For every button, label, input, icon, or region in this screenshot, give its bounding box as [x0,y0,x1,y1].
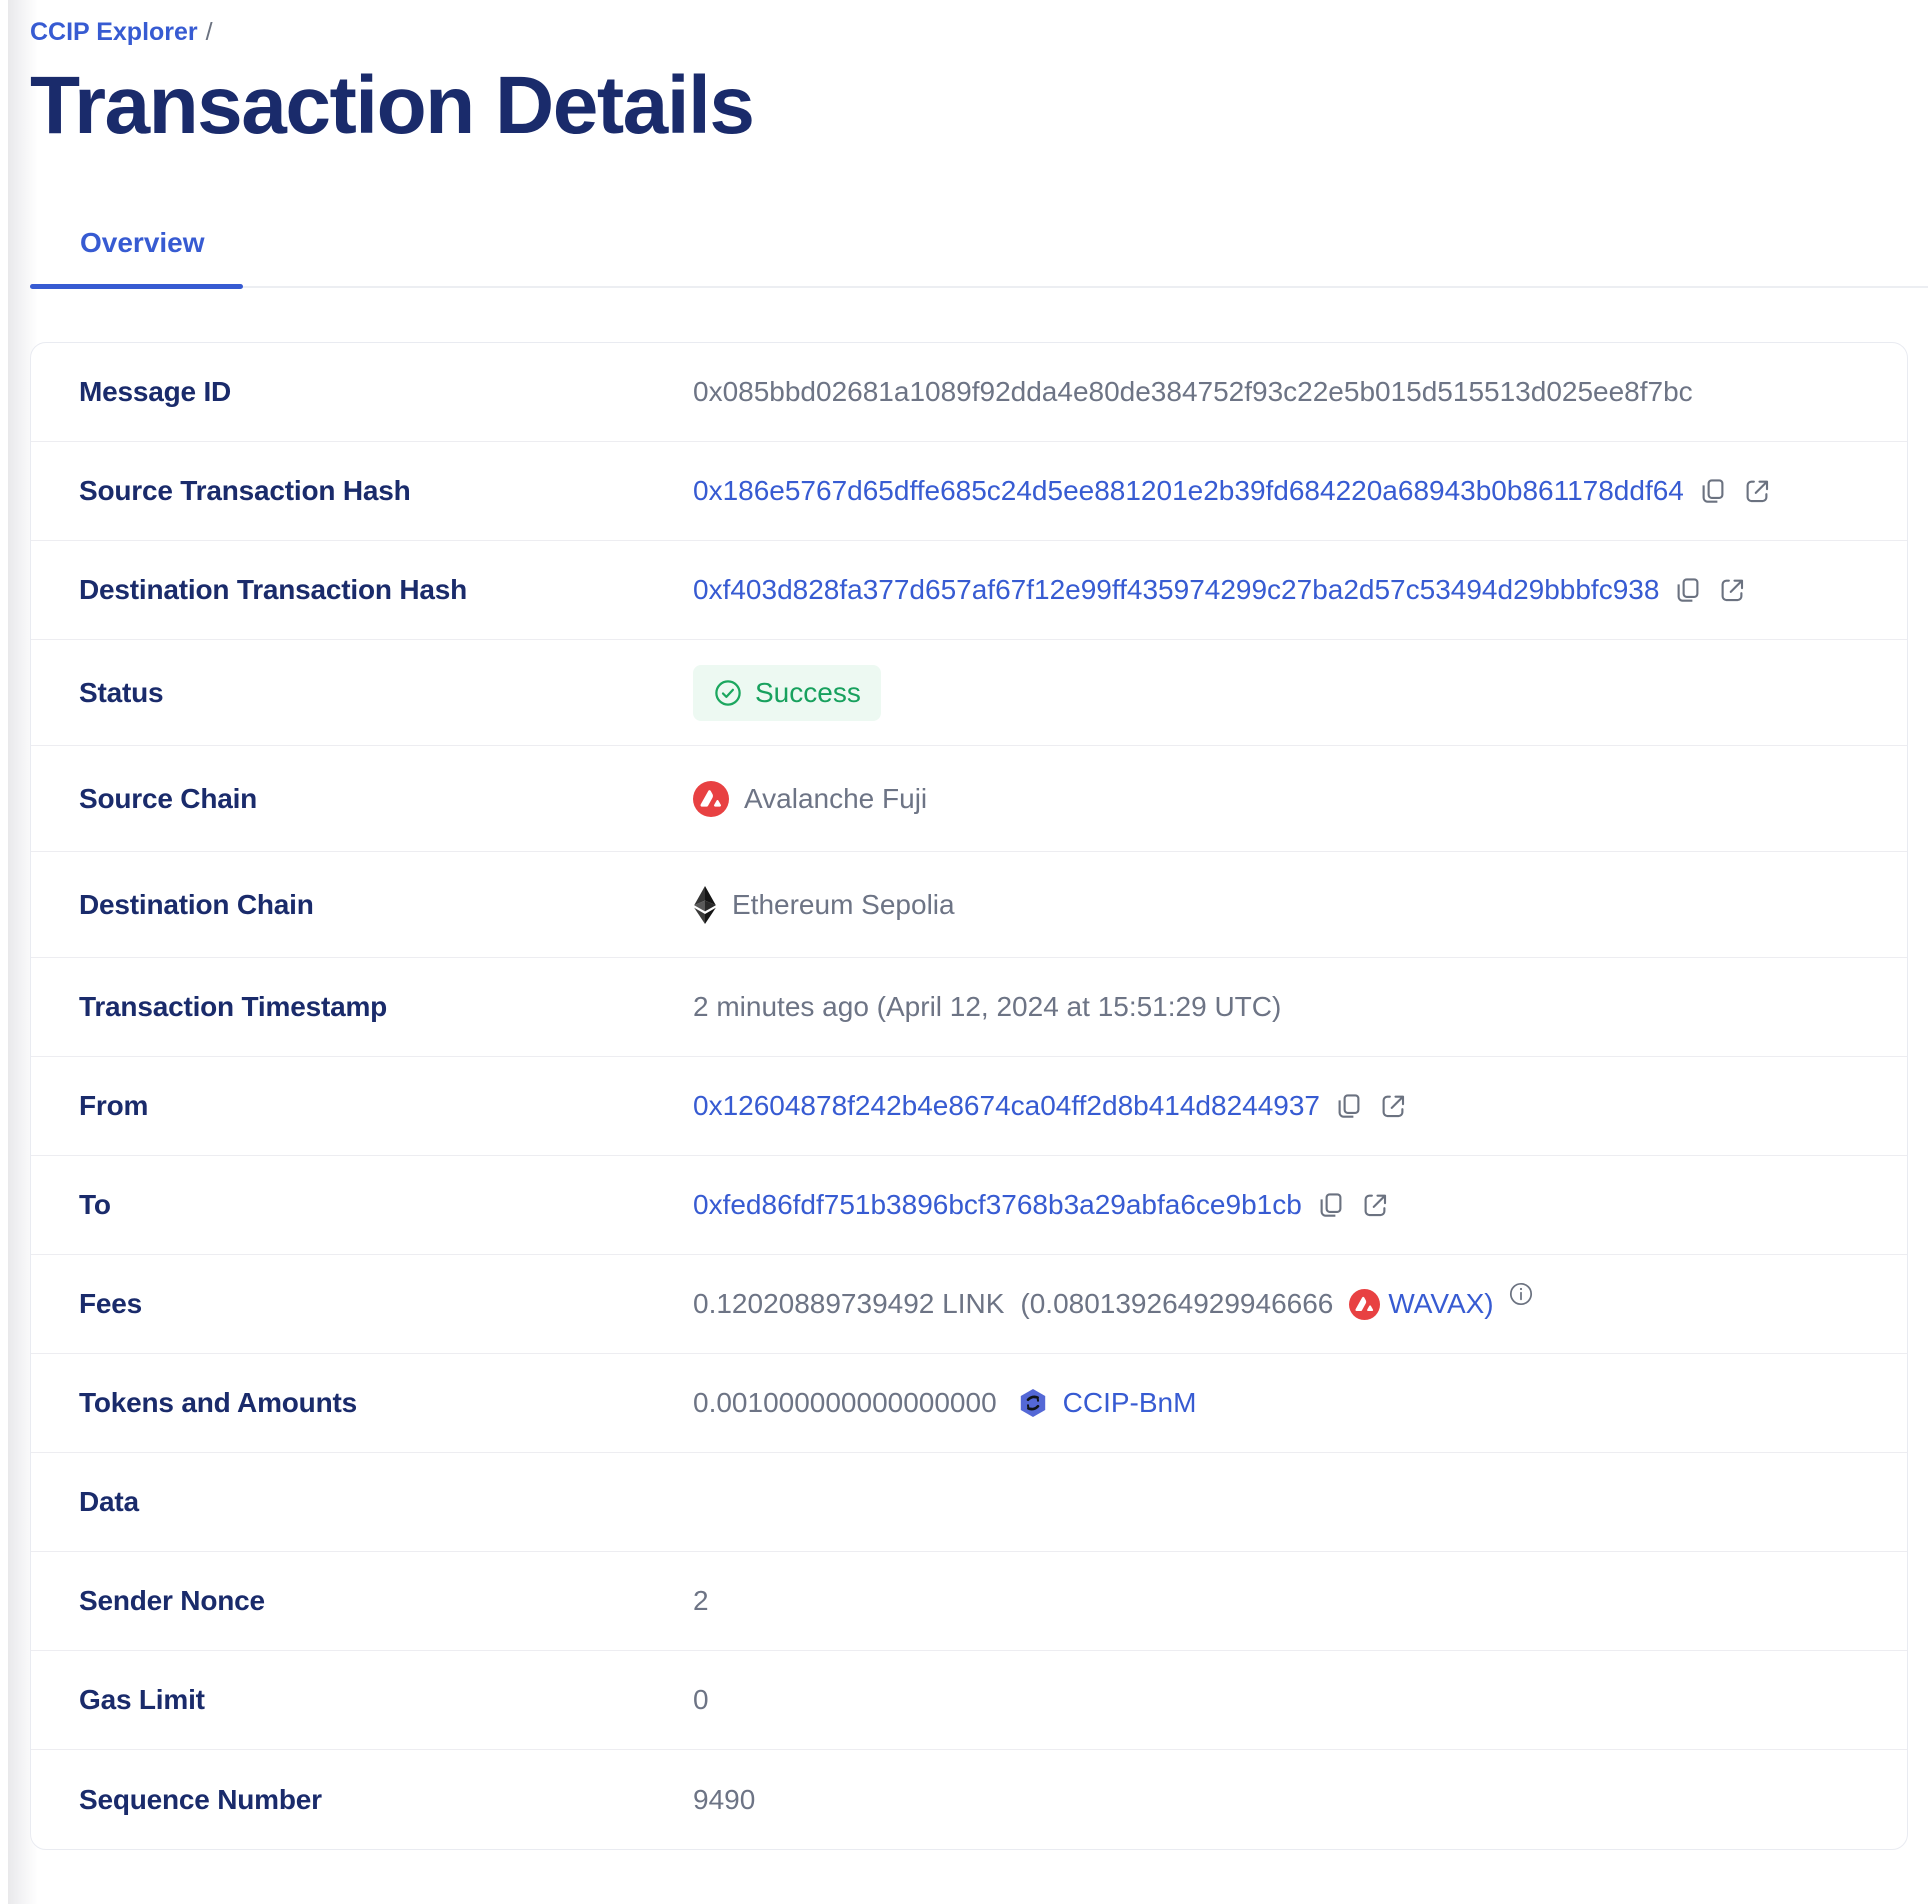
external-link-icon[interactable] [1360,1190,1390,1220]
ethereum-icon [693,885,717,924]
row-from: From 0x12604878f242b4e8674ca04ff2d8b414d… [31,1057,1907,1157]
row-source-tx-hash: Source Transaction Hash 0x186e5767d65dff… [31,442,1907,542]
fees-link-amount: 0.12020889739492 LINK [693,1288,1005,1320]
external-link-icon[interactable] [1717,575,1747,605]
row-label: From [79,1090,149,1122]
copy-icon[interactable] [1673,575,1703,605]
row-label: Source Chain [79,782,258,814]
copy-icon[interactable] [1698,476,1728,506]
row-fees: Fees 0.12020889739492 LINK (0.0801392649… [31,1255,1907,1355]
row-message-id: Message ID 0x085bbd02681a1089f92dda4e80d… [31,343,1907,443]
row-label: Message ID [79,376,232,408]
row-label: To [79,1189,111,1221]
row-label: Status [79,676,164,708]
row-label: Tokens and Amounts [79,1387,357,1419]
row-gas-limit: Gas Limit 0 [31,1651,1907,1751]
page-title: Transaction Details [30,60,755,151]
external-link-icon[interactable] [1742,476,1772,506]
row-label: Sequence Number [79,1783,322,1815]
check-circle-icon [713,678,743,708]
row-source-chain: Source Chain Avalanche Fuji [31,746,1907,853]
info-icon[interactable] [1508,1281,1534,1307]
breadcrumb: CCIP Explorer / [30,18,1928,47]
row-destination-tx-hash: Destination Transaction Hash 0xf403d828f… [31,541,1907,641]
sender-nonce-value: 2 [693,1585,709,1617]
transaction-details-page: CCIP Explorer / Transaction Details Overv… [30,18,1928,1851]
status-badge: Success [693,664,881,721]
destination-tx-hash-link[interactable]: 0xf403d828fa377d657af67f12e99ff435974299… [693,574,1660,606]
avalanche-icon [1349,1288,1381,1320]
row-label: Destination Chain [79,888,314,920]
breadcrumb-separator: / [205,18,213,46]
source-chain-name: Avalanche Fuji [744,782,928,814]
avalanche-icon [693,780,729,817]
sequence-number-value: 9490 [693,1783,756,1815]
tab-bar: Overview [30,227,1928,290]
row-status: Status Success [31,640,1907,747]
row-label: Fees [79,1288,143,1320]
to-address-link[interactable]: 0xfed86fdf751b3896bcf3768b3a29abfa6ce9b1… [693,1189,1302,1221]
row-label: Transaction Timestamp [79,991,388,1023]
row-label: Data [79,1486,139,1518]
row-sequence-number: Sequence Number 9490 [31,1750,1907,1849]
row-sender-nonce: Sender Nonce 2 [31,1552,1907,1652]
wavax-token-link[interactable]: WAVAX) [1388,1288,1494,1320]
token-amount: 0.001000000000000000 [693,1387,997,1419]
row-transaction-timestamp: Transaction Timestamp 2 minutes ago (Apr… [31,958,1907,1058]
ccip-bnm-token-link[interactable]: CCIP-BnM [1062,1387,1197,1419]
external-link-icon[interactable] [1378,1091,1408,1121]
tab-overview[interactable]: Overview [30,227,243,290]
breadcrumb-ccip-explorer-link[interactable]: CCIP Explorer [30,18,198,46]
row-label: Gas Limit [79,1684,205,1716]
from-address-link[interactable]: 0x12604878f242b4e8674ca04ff2d8b414d82449… [693,1090,1321,1122]
status-badge-label: Success [755,676,861,708]
copy-icon[interactable] [1316,1190,1346,1220]
transaction-timestamp-value: 2 minutes ago (April 12, 2024 at 15:51:2… [693,991,1282,1023]
gas-limit-value: 0 [693,1684,709,1716]
source-tx-hash-link[interactable]: 0x186e5767d65dffe685c24d5ee881201e2b39fd… [693,475,1684,507]
row-label: Source Transaction Hash [79,475,411,507]
row-to: To 0xfed86fdf751b3896bcf3768b3a29abfa6ce… [31,1156,1907,1256]
row-label: Destination Transaction Hash [79,574,468,606]
ccip-token-icon [1017,1387,1049,1419]
row-destination-chain: Destination Chain Ethereum Sepolia [31,852,1907,959]
row-label: Sender Nonce [79,1585,265,1617]
row-tokens-and-amounts: Tokens and Amounts 0.001000000000000000 … [31,1354,1907,1454]
message-id-value: 0x085bbd02681a1089f92dda4e80de384752f93c… [693,376,1693,408]
copy-icon[interactable] [1334,1091,1364,1121]
row-data: Data [31,1453,1907,1553]
destination-chain-name: Ethereum Sepolia [732,888,955,920]
transaction-details-card: Message ID 0x085bbd02681a1089f92dda4e80d… [30,342,1908,1851]
fees-wavax-amount: (0.080139264929946666 [1020,1288,1334,1320]
